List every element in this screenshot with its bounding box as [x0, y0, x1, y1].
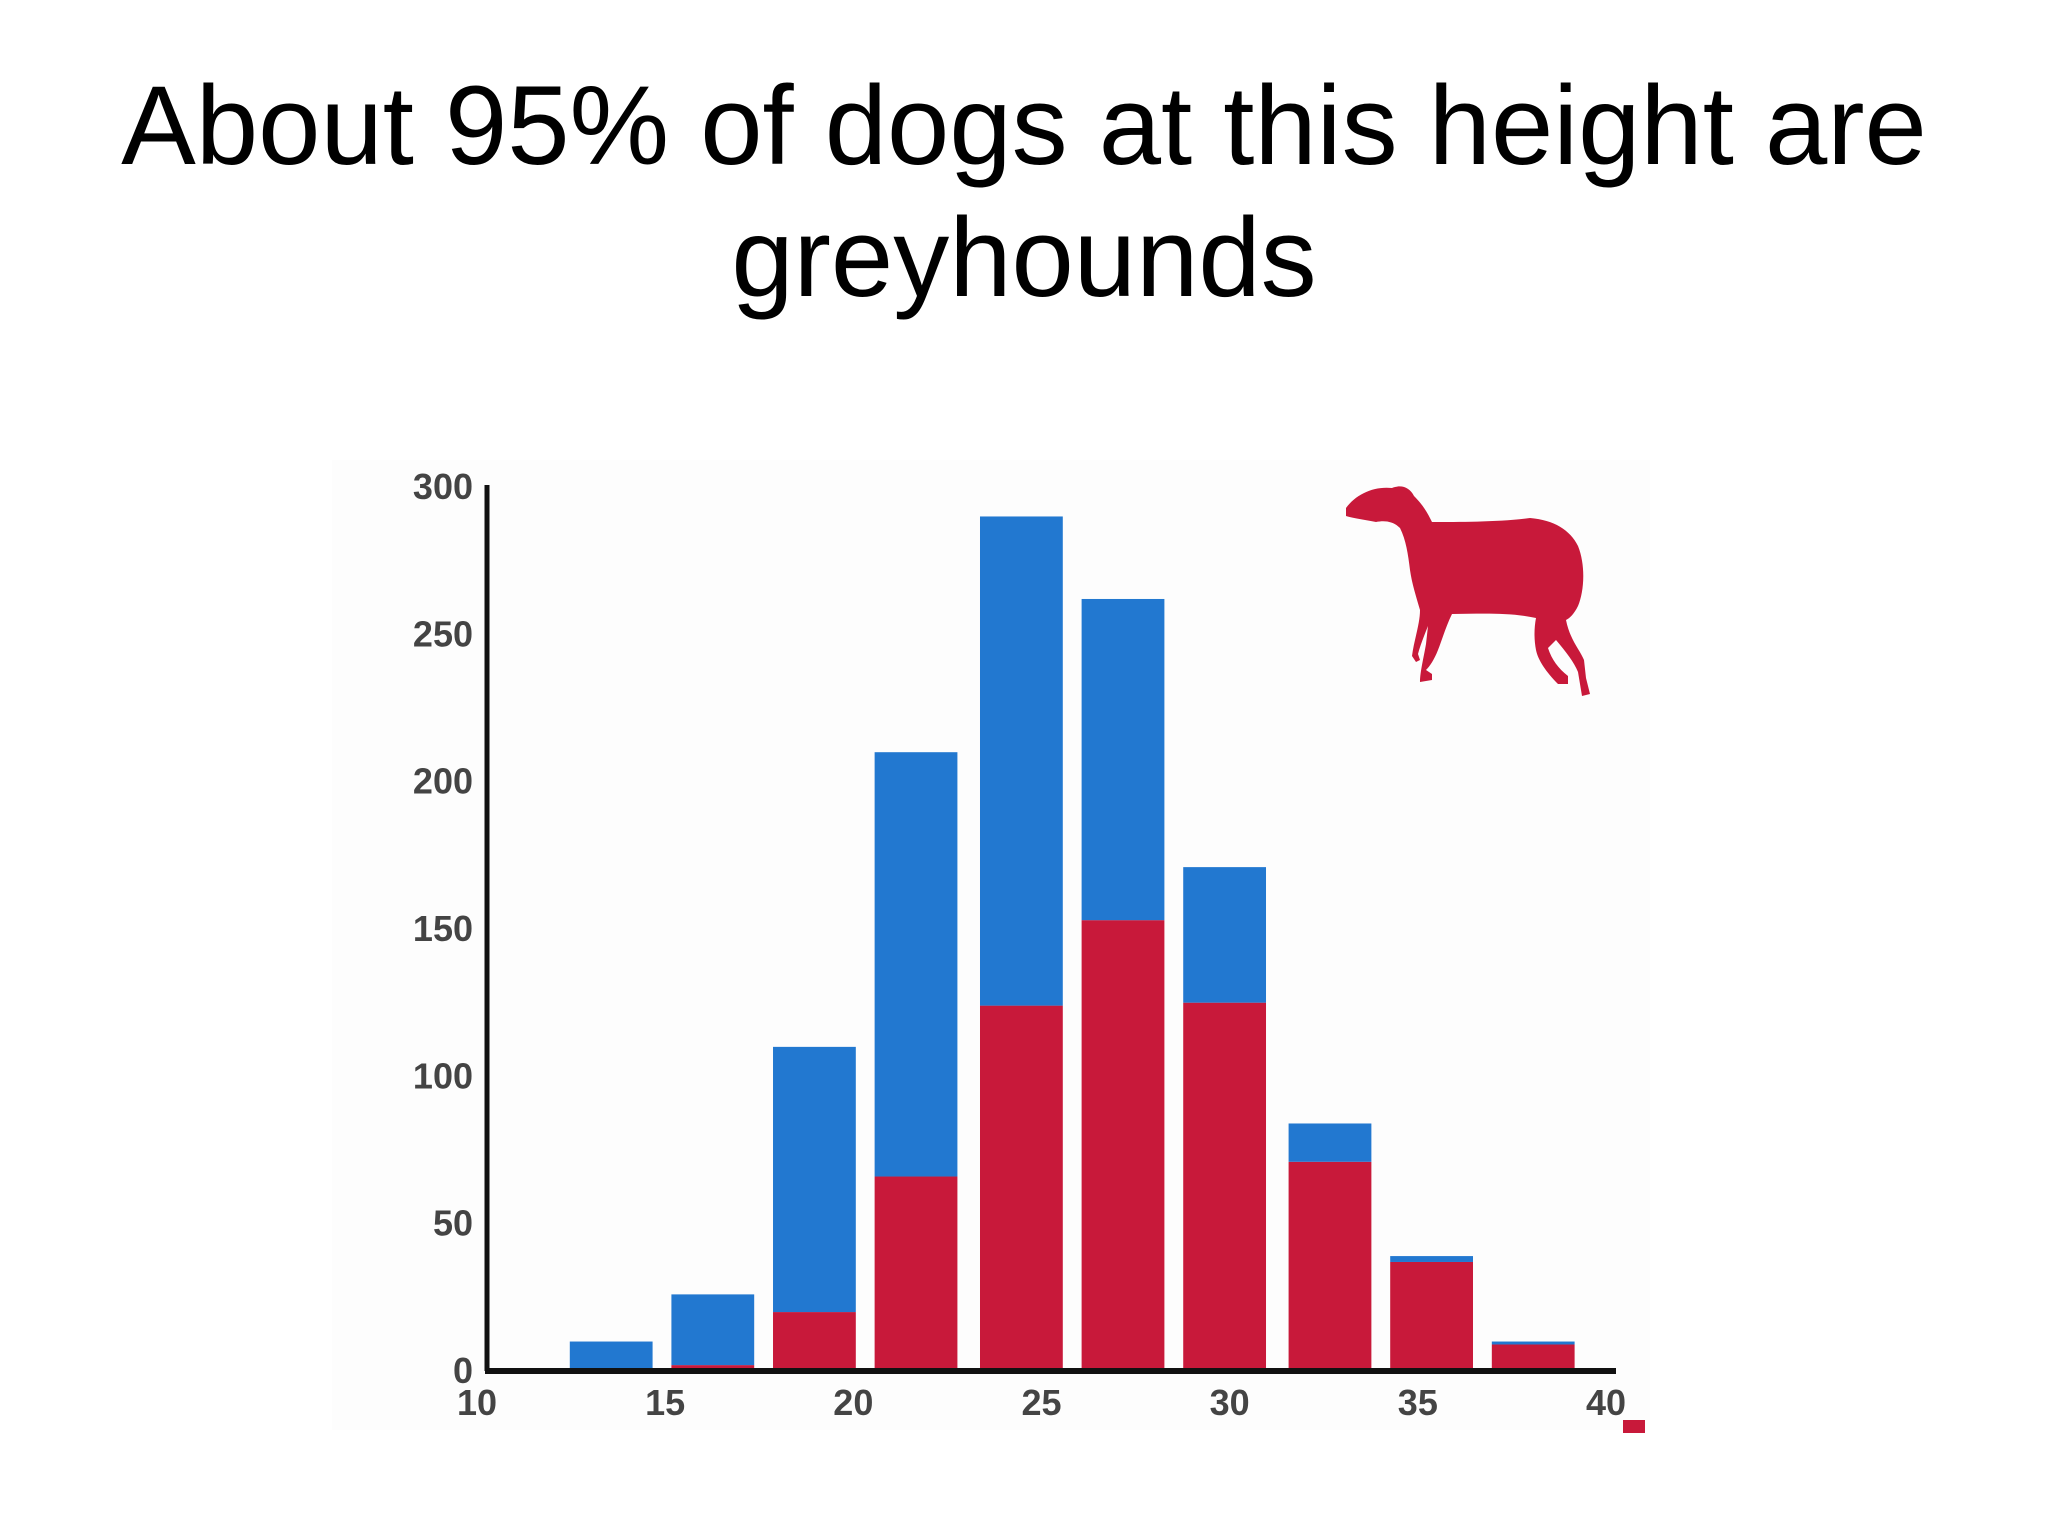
bar-series0-bin8 [1390, 1261, 1473, 1371]
x-tick-label: 15 [645, 1382, 685, 1423]
bar-series0-bin5 [1081, 920, 1165, 1371]
y-tick-label: 200 [413, 761, 473, 802]
bar-series0-bin6 [1183, 1002, 1267, 1371]
bar-series1-bin4 [979, 516, 1063, 1006]
x-tick-label: 25 [1021, 1382, 1061, 1423]
bar-series1-bin5 [1081, 598, 1165, 921]
bars-group [569, 516, 1575, 1371]
bar-series0-bin9 [1491, 1344, 1575, 1371]
y-tick-label: 250 [413, 613, 473, 654]
x-tick-label: 20 [833, 1382, 873, 1423]
y-tick-label: 50 [433, 1203, 473, 1244]
x-tick-label: 35 [1398, 1382, 1438, 1423]
bar-series1-bin0 [569, 1341, 653, 1371]
bar-series1-bin2 [773, 1046, 856, 1313]
x-tick-labels: 10 15 20 25 30 35 40 [457, 1382, 1626, 1423]
x-tick-label: 10 [457, 1382, 497, 1423]
y-tick-label: 100 [413, 1055, 473, 1096]
y-tick-label: 0 [453, 1350, 473, 1391]
bar-series1-bin1 [671, 1294, 755, 1366]
x-tick-label: 30 [1210, 1382, 1250, 1423]
bar-series1-bin7 [1288, 1123, 1372, 1162]
bar-series1-bin6 [1183, 867, 1267, 1003]
bar-series0-bin3 [874, 1176, 958, 1371]
y-tick-labels: 0 50 100 150 200 250 300 [413, 466, 473, 1391]
y-tick-label: 300 [413, 466, 473, 507]
bar-series1-bin3 [874, 752, 958, 1177]
bar-series0-bin7 [1288, 1161, 1372, 1371]
corner-mark [1623, 1420, 1645, 1433]
greyhound-icon [1346, 486, 1590, 696]
bar-series1-bin8 [1390, 1256, 1473, 1262]
x-tick-label: 40 [1586, 1382, 1626, 1423]
bar-series0-bin4 [979, 1005, 1063, 1371]
bar-series1-bin9 [1491, 1341, 1575, 1345]
slide-title: About 95% of dogs at this height are gre… [121, 63, 1927, 320]
bar-series0-bin2 [773, 1312, 856, 1371]
y-tick-label: 150 [413, 908, 473, 949]
